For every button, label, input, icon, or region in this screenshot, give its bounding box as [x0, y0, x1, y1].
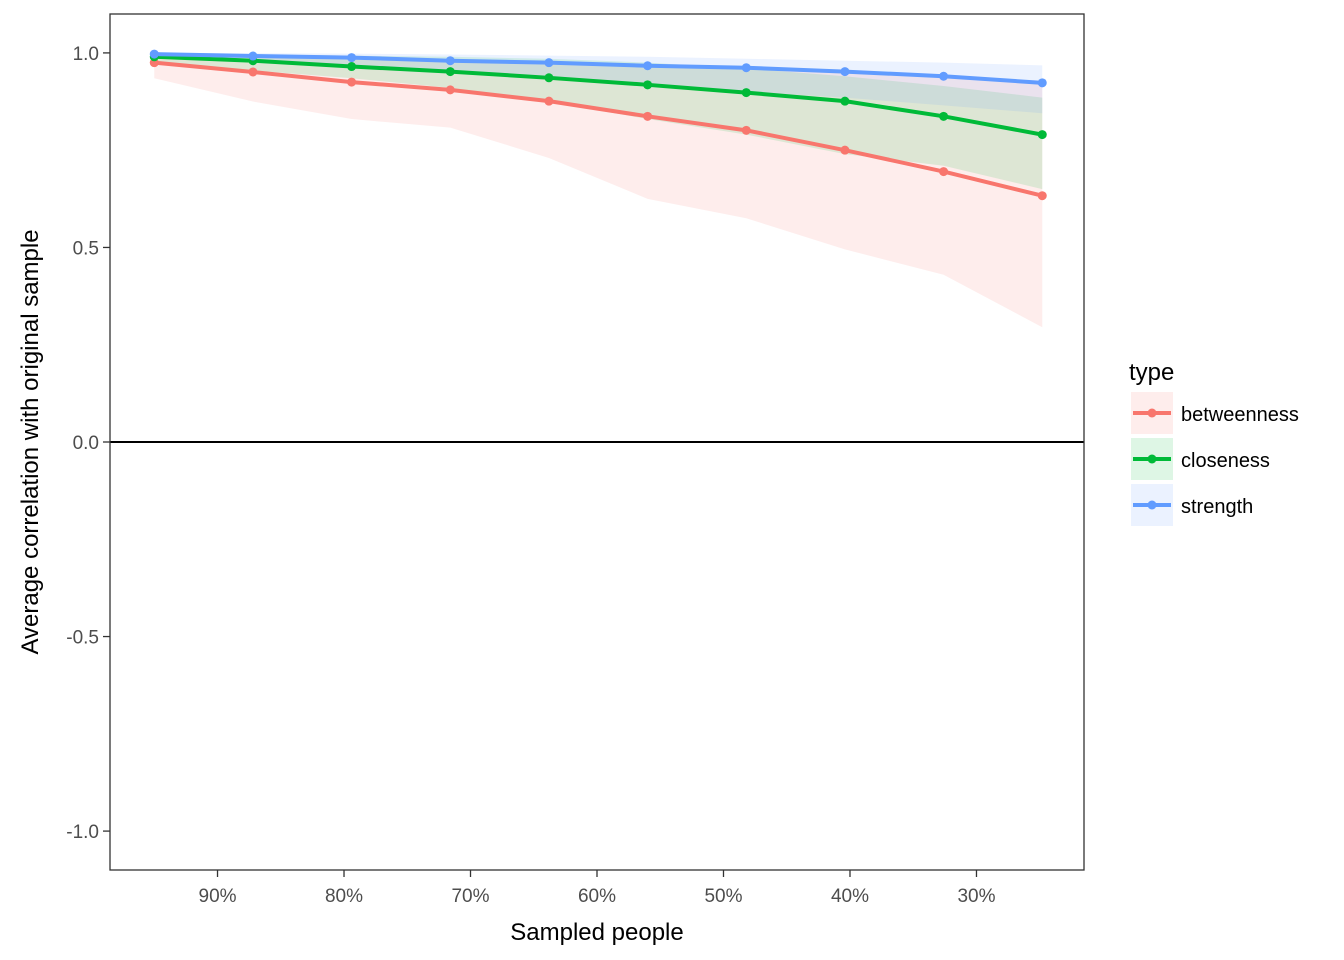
- x-tick-label: 30%: [957, 886, 995, 907]
- legend: type betweenness closeness strength: [1129, 359, 1299, 526]
- point-betweenness: [445, 85, 455, 95]
- x-tick-label: 80%: [325, 886, 363, 907]
- point-strength: [939, 71, 949, 81]
- line-closeness: [154, 54, 1043, 137]
- series-lines: [154, 52, 1043, 198]
- x-tick-label: 90%: [199, 886, 237, 907]
- point-strength: [347, 53, 357, 63]
- point-betweenness: [643, 111, 653, 121]
- legend-title: type: [1129, 359, 1174, 386]
- point-strength: [840, 67, 850, 77]
- y-tick-label: -1.0: [66, 822, 99, 843]
- point-strength: [149, 49, 159, 59]
- point-betweenness: [248, 67, 258, 77]
- legend-item-betweenness: betweenness: [1131, 392, 1299, 434]
- band-closeness: [154, 53, 1043, 190]
- point-closeness: [1037, 130, 1047, 140]
- legend-label: closeness: [1181, 450, 1270, 472]
- y-axis-ticks: 1.0 0.5 0.0 -0.5 -1.0: [66, 44, 110, 843]
- point-closeness: [741, 88, 751, 98]
- y-tick-label: -0.5: [66, 628, 99, 649]
- point-betweenness: [741, 125, 751, 135]
- legend-item-strength: strength: [1131, 484, 1253, 526]
- x-tick-label: 40%: [831, 886, 869, 907]
- y-tick-label: 0.0: [73, 433, 99, 454]
- legend-items: betweenness closeness strength: [1131, 392, 1299, 526]
- point-closeness: [643, 80, 653, 90]
- series-points: [149, 49, 1047, 201]
- line-strength: [154, 52, 1043, 85]
- band-strength: [154, 52, 1043, 114]
- point-closeness: [840, 96, 850, 106]
- point-strength: [248, 51, 258, 61]
- point-closeness: [939, 111, 949, 121]
- x-axis-ticks: 90% 80% 70% 60% 50% 40% 30%: [199, 870, 996, 907]
- band-betweenness: [154, 54, 1043, 328]
- point-betweenness: [939, 167, 949, 177]
- legend-key-point: [1147, 500, 1157, 510]
- ci-bands: [154, 52, 1043, 328]
- x-tick-label: 70%: [451, 886, 489, 907]
- point-strength: [1037, 78, 1047, 88]
- y-tick-label: 0.5: [73, 238, 99, 259]
- legend-key-point: [1147, 408, 1157, 418]
- point-closeness: [544, 73, 554, 83]
- point-strength: [643, 61, 653, 71]
- point-betweenness: [840, 145, 850, 155]
- point-betweenness: [347, 77, 357, 87]
- y-axis-title: Average correlation with original sample: [17, 229, 44, 654]
- legend-label: betweenness: [1181, 404, 1299, 426]
- x-tick-label: 50%: [704, 886, 742, 907]
- point-betweenness: [1037, 191, 1047, 201]
- legend-item-closeness: closeness: [1131, 438, 1270, 480]
- x-axis-title: Sampled people: [510, 919, 683, 946]
- legend-label: strength: [1181, 496, 1253, 518]
- point-betweenness: [544, 96, 554, 106]
- x-tick-label: 60%: [578, 886, 616, 907]
- y-tick-label: 1.0: [73, 44, 99, 65]
- legend-key-point: [1147, 454, 1157, 464]
- point-strength: [741, 63, 751, 73]
- point-closeness: [445, 67, 455, 77]
- point-closeness: [347, 62, 357, 72]
- point-strength: [544, 58, 554, 68]
- point-strength: [445, 56, 455, 66]
- line-betweenness: [154, 60, 1043, 198]
